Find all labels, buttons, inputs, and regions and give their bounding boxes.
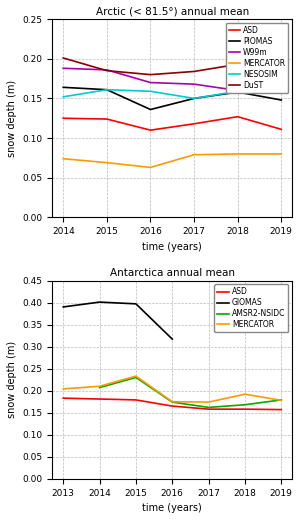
NESOSIM: [236, 88, 239, 95]
ASD: [134, 397, 138, 403]
W99m: [149, 80, 152, 86]
MERCATOR: [61, 155, 65, 162]
AMSR2-NSIDC: [170, 399, 174, 405]
Line: ASD: ASD: [63, 116, 281, 130]
DuST: [192, 68, 196, 74]
Line: ASD: ASD: [63, 398, 281, 410]
W99m: [236, 87, 239, 94]
MERCATOR: [243, 391, 247, 397]
NESOSIM: [61, 94, 65, 100]
MERCATOR: [61, 386, 65, 392]
PIOMAS: [149, 107, 152, 113]
AMSR2-NSIDC: [98, 384, 101, 391]
MERCATOR: [280, 151, 283, 157]
ASD: [280, 126, 283, 133]
AMSR2-NSIDC: [207, 404, 210, 410]
GIOMAS: [61, 304, 65, 310]
AMSR2-NSIDC: [280, 397, 283, 403]
GIOMAS: [170, 336, 174, 342]
Line: W99m: W99m: [63, 68, 281, 93]
W99m: [61, 65, 65, 71]
ASD: [192, 121, 196, 127]
Title: Antarctica annual mean: Antarctica annual mean: [110, 268, 235, 278]
Line: AMSR2-NSIDC: AMSR2-NSIDC: [100, 378, 281, 407]
Line: NESOSIM: NESOSIM: [63, 89, 238, 98]
ASD: [280, 407, 283, 413]
DuST: [149, 72, 152, 78]
X-axis label: time (years): time (years): [142, 503, 202, 513]
Y-axis label: snow depth (m): snow depth (m): [7, 80, 17, 157]
NESOSIM: [149, 88, 152, 95]
MERCATOR: [192, 152, 196, 158]
MERCATOR: [280, 397, 283, 404]
X-axis label: time (years): time (years): [142, 242, 202, 252]
ASD: [98, 396, 101, 402]
Y-axis label: snow depth (m): snow depth (m): [7, 341, 17, 418]
Title: Arctic (< 81.5°) annual mean: Arctic (< 81.5°) annual mean: [96, 7, 249, 17]
GIOMAS: [134, 301, 138, 307]
W99m: [105, 67, 109, 73]
PIOMAS: [192, 95, 196, 101]
Line: MERCATOR: MERCATOR: [63, 376, 281, 402]
MERCATOR: [105, 160, 109, 166]
ASD: [236, 113, 239, 120]
Legend: ASD, PIOMAS, W99m, MERCATOR, NESOSIM, DuST: ASD, PIOMAS, W99m, MERCATOR, NESOSIM, Du…: [226, 23, 288, 93]
AMSR2-NSIDC: [134, 374, 138, 381]
ASD: [61, 395, 65, 401]
MERCATOR: [149, 164, 152, 171]
ASD: [149, 127, 152, 133]
MERCATOR: [134, 373, 138, 379]
W99m: [280, 90, 283, 96]
Line: DuST: DuST: [63, 58, 238, 75]
ASD: [170, 403, 174, 409]
MERCATOR: [236, 151, 239, 157]
DuST: [61, 55, 65, 61]
Line: GIOMAS: GIOMAS: [63, 302, 172, 339]
W99m: [192, 81, 196, 87]
NESOSIM: [105, 86, 109, 93]
DuST: [236, 61, 239, 68]
AMSR2-NSIDC: [243, 401, 247, 408]
Legend: ASD, GIOMAS, AMSR2-NSIDC, MERCATOR: ASD, GIOMAS, AMSR2-NSIDC, MERCATOR: [214, 284, 288, 332]
Line: MERCATOR: MERCATOR: [63, 154, 281, 167]
ASD: [207, 406, 210, 412]
GIOMAS: [98, 299, 101, 305]
ASD: [61, 115, 65, 121]
PIOMAS: [61, 84, 65, 90]
PIOMAS: [280, 97, 283, 103]
ASD: [243, 406, 247, 412]
PIOMAS: [236, 89, 239, 95]
MERCATOR: [98, 383, 101, 389]
NESOSIM: [192, 95, 196, 101]
ASD: [105, 116, 109, 122]
MERCATOR: [170, 398, 174, 405]
DuST: [105, 68, 109, 74]
Line: PIOMAS: PIOMAS: [63, 87, 281, 110]
MERCATOR: [207, 399, 210, 405]
PIOMAS: [105, 86, 109, 93]
